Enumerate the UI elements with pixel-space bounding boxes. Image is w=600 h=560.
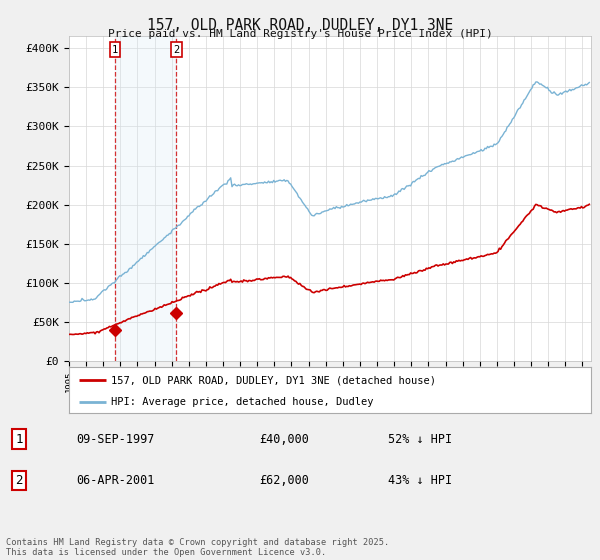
- Text: 1: 1: [112, 45, 118, 54]
- Text: 1: 1: [15, 432, 23, 446]
- Text: Contains HM Land Registry data © Crown copyright and database right 2025.
This d: Contains HM Land Registry data © Crown c…: [6, 538, 389, 557]
- Text: 52% ↓ HPI: 52% ↓ HPI: [388, 432, 452, 446]
- Text: Price paid vs. HM Land Registry's House Price Index (HPI): Price paid vs. HM Land Registry's House …: [107, 29, 493, 39]
- Text: HPI: Average price, detached house, Dudley: HPI: Average price, detached house, Dudl…: [111, 397, 373, 407]
- Text: £40,000: £40,000: [259, 432, 309, 446]
- Text: 43% ↓ HPI: 43% ↓ HPI: [388, 474, 452, 487]
- Text: 06-APR-2001: 06-APR-2001: [77, 474, 155, 487]
- Text: 2: 2: [15, 474, 23, 487]
- Text: 157, OLD PARK ROAD, DUDLEY, DY1 3NE: 157, OLD PARK ROAD, DUDLEY, DY1 3NE: [147, 18, 453, 33]
- Text: 09-SEP-1997: 09-SEP-1997: [77, 432, 155, 446]
- Text: £62,000: £62,000: [259, 474, 309, 487]
- Bar: [115, 36, 176, 361]
- Text: 157, OLD PARK ROAD, DUDLEY, DY1 3NE (detached house): 157, OLD PARK ROAD, DUDLEY, DY1 3NE (det…: [111, 375, 436, 385]
- Text: 2: 2: [173, 45, 179, 54]
